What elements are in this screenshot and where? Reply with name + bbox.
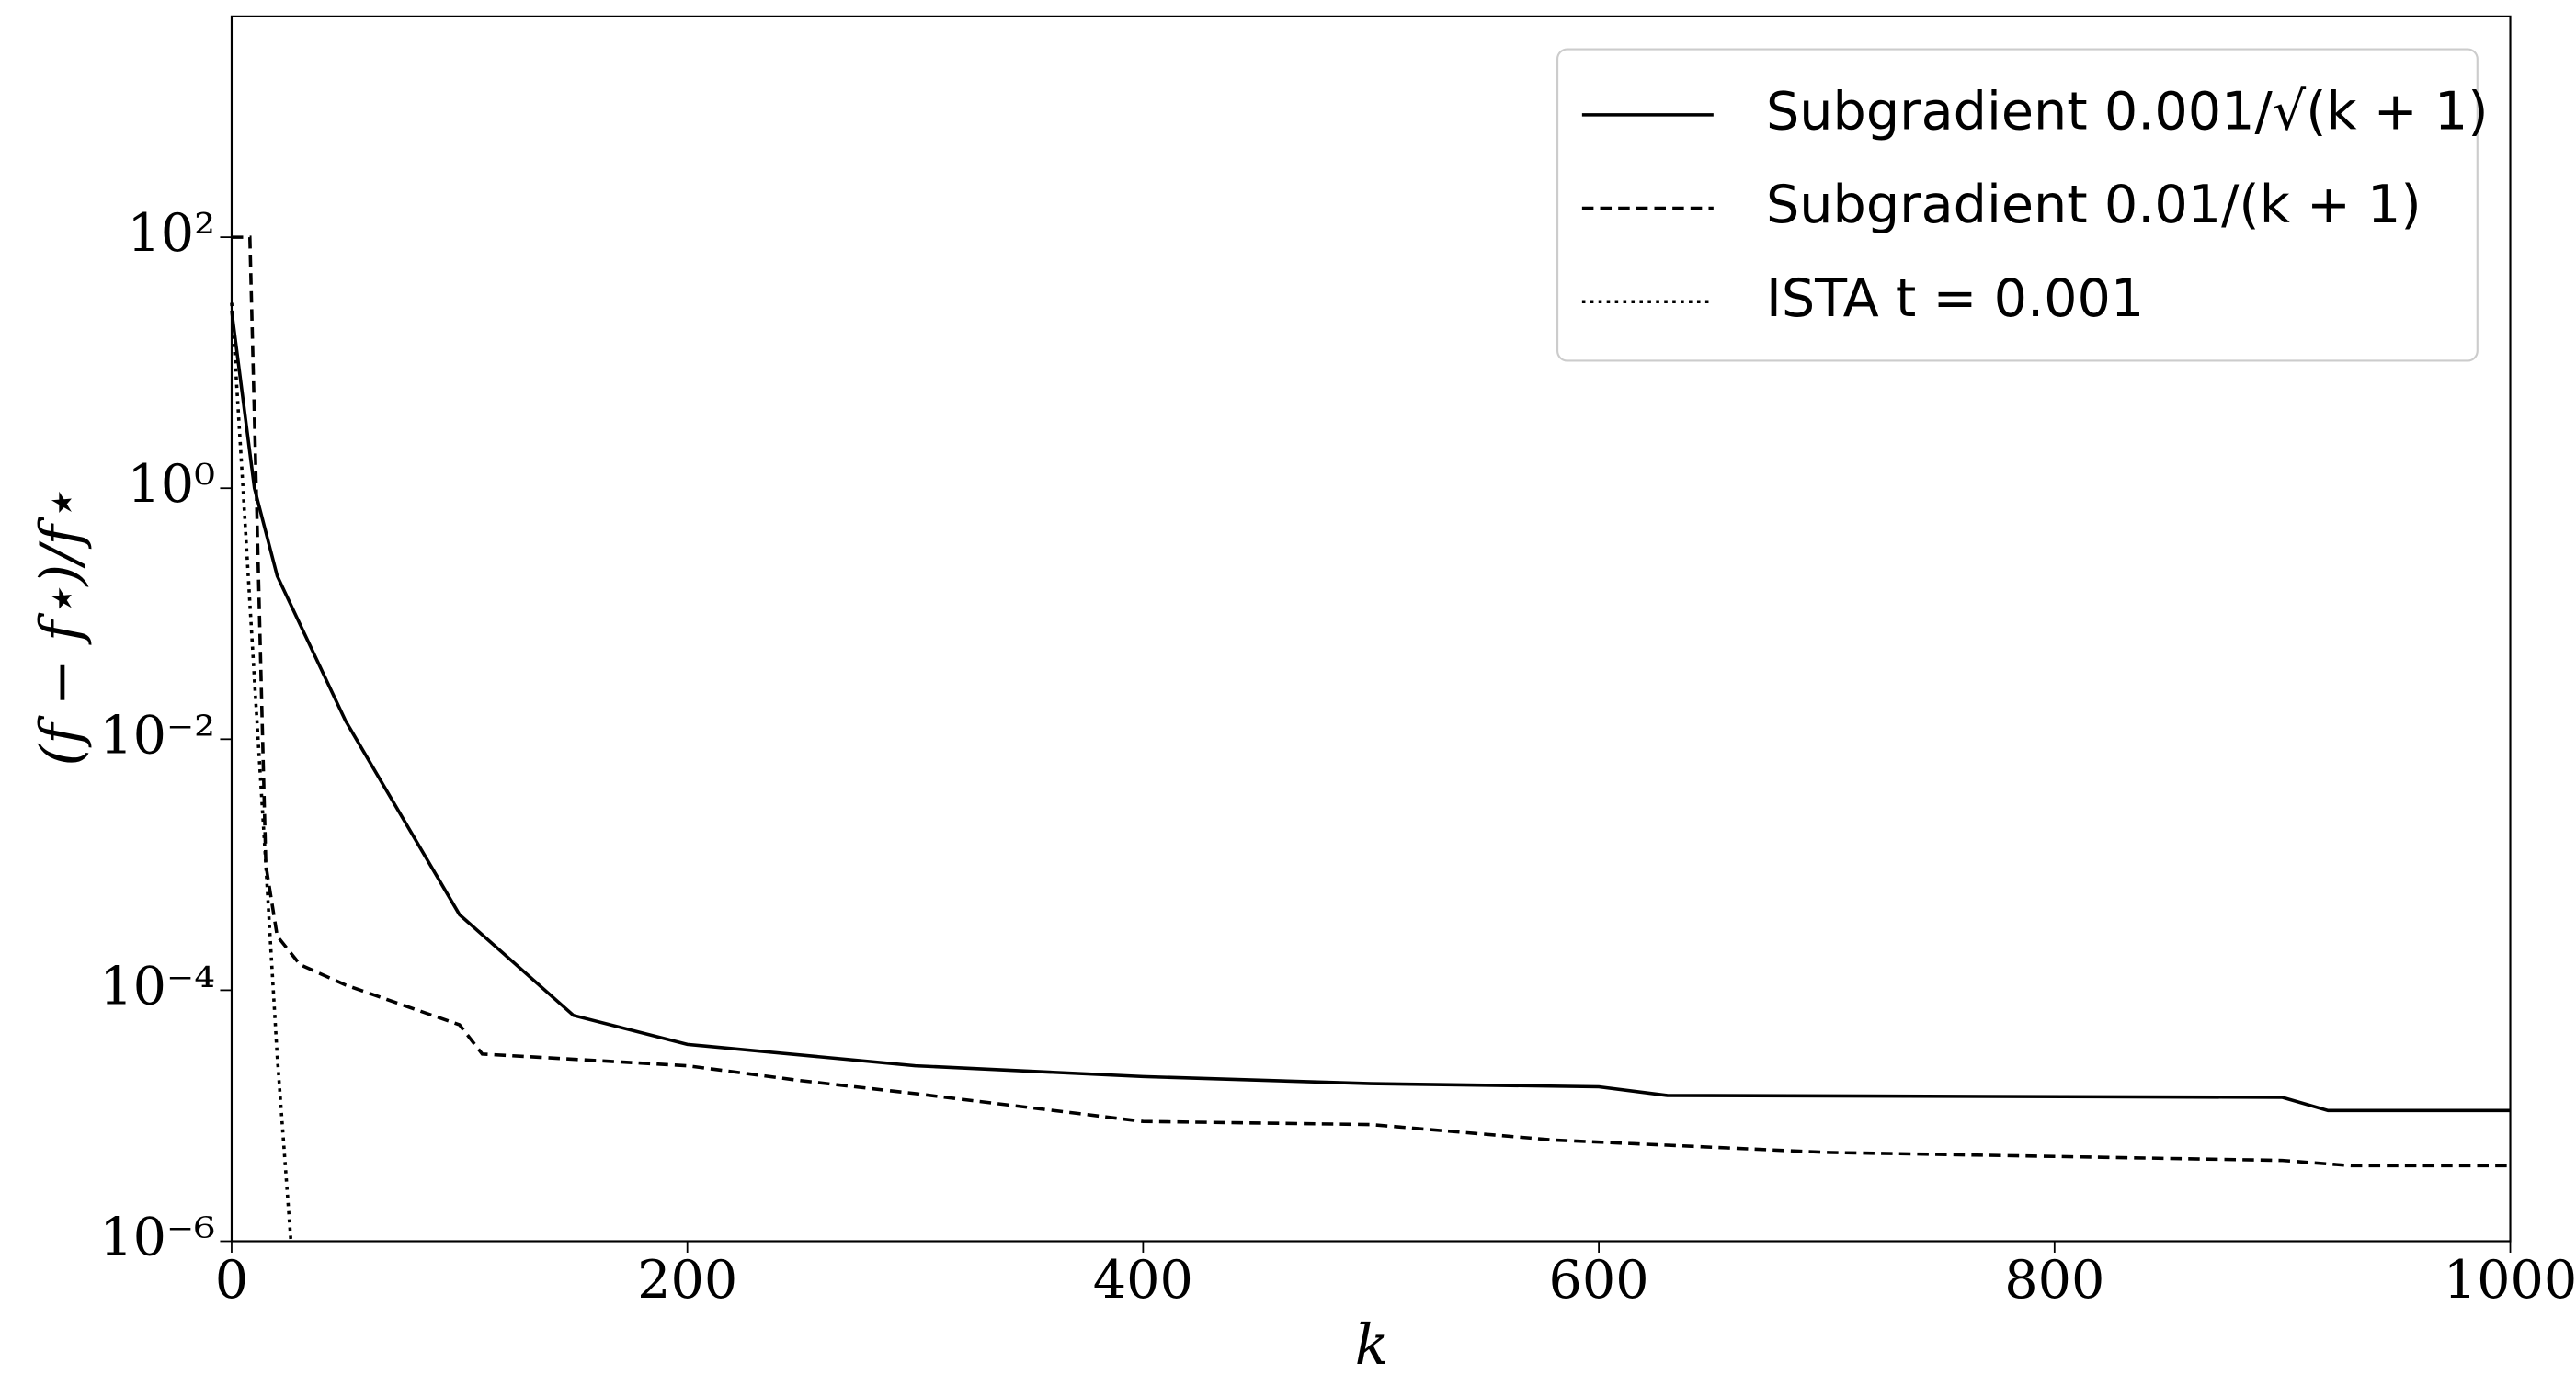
x-tick-label: 600 (1549, 1250, 1649, 1311)
y-axis-label: (f − f⋆)/f⋆ (29, 490, 94, 766)
y-tick-label: 10⁻⁶ (99, 1208, 215, 1268)
legend-box (1556, 48, 2479, 362)
y-tick-label: 10⁰ (127, 454, 215, 515)
series-line (230, 310, 2511, 1113)
legend-label: Subgradient 0.01/(k + 1) (1766, 175, 2422, 235)
x-tick-label: 0 (215, 1250, 248, 1311)
x-tick-label: 400 (1093, 1250, 1193, 1311)
plot-frame (230, 15, 2512, 1243)
legend-label: ISTA t = 0.001 (1766, 268, 2144, 329)
x-tick-label: 200 (637, 1250, 737, 1311)
x-tick-label: 1000 (2444, 1250, 2576, 1311)
y-tick-label: 10⁻⁴ (99, 956, 215, 1016)
y-tick-label: 10⁻² (99, 705, 215, 766)
x-tick-label: 800 (2004, 1250, 2104, 1311)
legend-label: Subgradient 0.001/√(k + 1) (1766, 82, 2489, 142)
x-axis-label: k (1355, 1313, 1389, 1374)
series-line (230, 302, 293, 1242)
y-tick-label: 10² (127, 203, 215, 264)
series-line (231, 235, 2511, 1168)
